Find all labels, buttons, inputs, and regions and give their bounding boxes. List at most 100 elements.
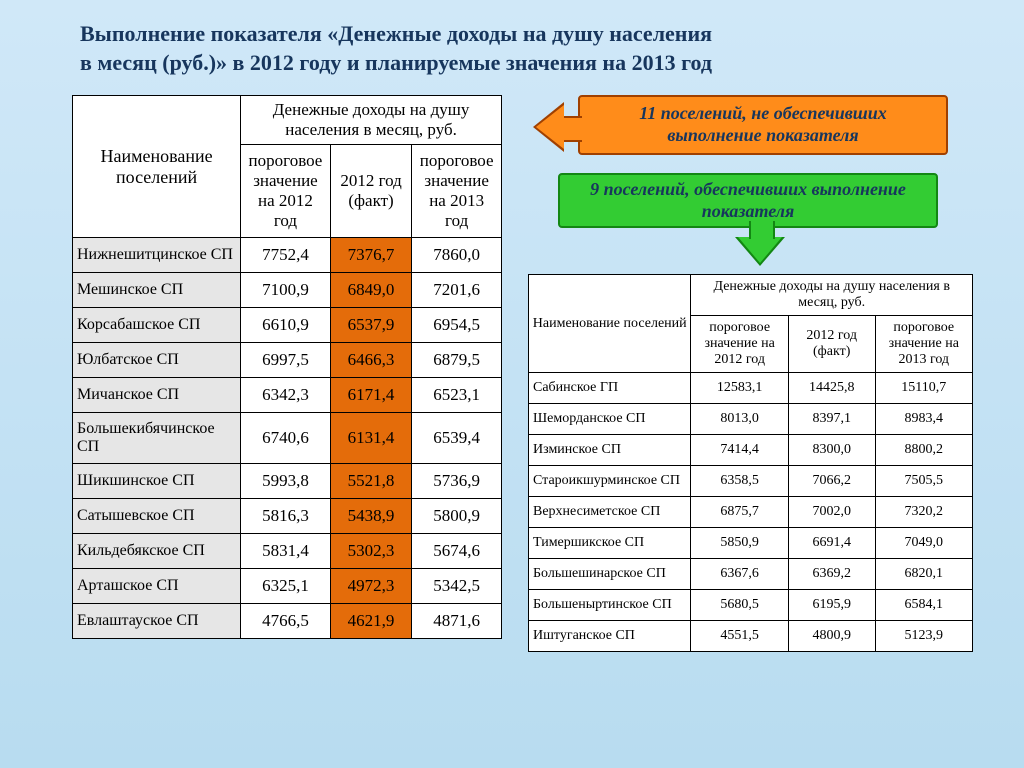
cell-threshold-2013: 7505,5 (875, 466, 972, 497)
cell-fact-2012: 7066,2 (788, 466, 875, 497)
cell-name: Староикшурминское СП (529, 466, 691, 497)
cell-threshold-2012: 7414,4 (691, 435, 788, 466)
col-group: Денежные доходы на душу населения в меся… (241, 96, 502, 145)
cell-name: Кильдебякское СП (73, 534, 241, 569)
table-row: Шикшинское СП5993,85521,85736,9 (73, 464, 502, 499)
arrow-down-icon (738, 237, 782, 263)
cell-fact-2012: 6537,9 (330, 308, 412, 343)
cell-name: Сабинское ГП (529, 373, 691, 404)
cell-threshold-2012: 6367,6 (691, 559, 788, 590)
table-row: Шеморданское СП8013,08397,18983,4 (529, 404, 973, 435)
col-threshold-2012: пороговое значение на 2012 год (691, 316, 788, 373)
cell-threshold-2012: 6997,5 (241, 343, 331, 378)
arrow-left-icon (536, 105, 564, 149)
table-underperforming: Наименование поселений Денежные доходы н… (72, 95, 502, 639)
cell-threshold-2012: 5816,3 (241, 499, 331, 534)
cell-name: Юлбатское СП (73, 343, 241, 378)
cell-fact-2012: 6195,9 (788, 590, 875, 621)
cell-fact-2012: 6131,4 (330, 413, 412, 464)
cell-threshold-2012: 6358,5 (691, 466, 788, 497)
table-performing: Наименование поселений Денежные доходы н… (528, 274, 973, 652)
cell-threshold-2012: 6610,9 (241, 308, 331, 343)
cell-fact-2012: 5438,9 (330, 499, 412, 534)
cell-threshold-2012: 5831,4 (241, 534, 331, 569)
cell-name: Большешинарское СП (529, 559, 691, 590)
cell-name: Корсабашское СП (73, 308, 241, 343)
cell-fact-2012: 8300,0 (788, 435, 875, 466)
cell-name: Мичанское СП (73, 378, 241, 413)
cell-threshold-2012: 4551,5 (691, 621, 788, 652)
table-row: Староикшурминское СП6358,57066,27505,5 (529, 466, 973, 497)
cell-fact-2012: 6466,3 (330, 343, 412, 378)
title-line-2: в месяц (руб.)» в 2012 году и планируемы… (80, 50, 712, 75)
col-fact-2012: 2012 год (факт) (788, 316, 875, 373)
cell-name: Иштуганское СП (529, 621, 691, 652)
cell-fact-2012: 8397,1 (788, 404, 875, 435)
cell-threshold-2013: 5736,9 (412, 464, 502, 499)
cell-fact-2012: 5302,3 (330, 534, 412, 569)
cell-threshold-2012: 7100,9 (241, 273, 331, 308)
table-row: Тимершикское СП5850,96691,47049,0 (529, 528, 973, 559)
cell-threshold-2013: 6879,5 (412, 343, 502, 378)
table-row: Юлбатское СП6997,56466,36879,5 (73, 343, 502, 378)
cell-threshold-2012: 6342,3 (241, 378, 331, 413)
cell-name: Изминское СП (529, 435, 691, 466)
col-fact-2012: 2012 год (факт) (330, 145, 412, 238)
cell-name: Евлаштауское СП (73, 604, 241, 639)
table-row: Иштуганское СП4551,54800,95123,9 (529, 621, 973, 652)
cell-name: Большекибячинское СП (73, 413, 241, 464)
cell-threshold-2013: 7860,0 (412, 238, 502, 273)
cell-name: Верхнесиметское СП (529, 497, 691, 528)
table-row: Корсабашское СП6610,96537,96954,5 (73, 308, 502, 343)
cell-threshold-2013: 5674,6 (412, 534, 502, 569)
table-row: Сабинское ГП12583,114425,815110,7 (529, 373, 973, 404)
callout-orange: 11 поселений, не обеспечивших выполнение… (578, 95, 948, 155)
cell-fact-2012: 7002,0 (788, 497, 875, 528)
cell-fact-2012: 6369,2 (788, 559, 875, 590)
col-threshold-2013: пороговое значение на 2013 год (875, 316, 972, 373)
cell-name: Шикшинское СП (73, 464, 241, 499)
cell-threshold-2013: 7201,6 (412, 273, 502, 308)
table-row: Арташское СП6325,14972,35342,5 (73, 569, 502, 604)
table-row: Большеныртинское СП5680,56195,96584,1 (529, 590, 973, 621)
cell-fact-2012: 6691,4 (788, 528, 875, 559)
cell-name: Арташское СП (73, 569, 241, 604)
cell-name: Мешинское СП (73, 273, 241, 308)
cell-fact-2012: 6171,4 (330, 378, 412, 413)
right-panel: 11 поселений, не обеспечивших выполнение… (528, 95, 973, 652)
col-threshold-2012: пороговое значение на 2012 год (241, 145, 331, 238)
cell-threshold-2012: 7752,4 (241, 238, 331, 273)
cell-threshold-2013: 7320,2 (875, 497, 972, 528)
col-name: Наименование поселений (73, 96, 241, 238)
table-row: Евлаштауское СП4766,54621,94871,6 (73, 604, 502, 639)
cell-threshold-2013: 5123,9 (875, 621, 972, 652)
col-threshold-2013: пороговое значение на 2013 год (412, 145, 502, 238)
cell-threshold-2012: 6325,1 (241, 569, 331, 604)
cell-threshold-2013: 5342,5 (412, 569, 502, 604)
cell-threshold-2012: 4766,5 (241, 604, 331, 639)
table-row: Изминское СП7414,48300,08800,2 (529, 435, 973, 466)
cell-threshold-2013: 7049,0 (875, 528, 972, 559)
cell-threshold-2012: 8013,0 (691, 404, 788, 435)
cell-name: Нижнешитцинское СП (73, 238, 241, 273)
cell-fact-2012: 14425,8 (788, 373, 875, 404)
cell-threshold-2012: 5850,9 (691, 528, 788, 559)
cell-threshold-2013: 6523,1 (412, 378, 502, 413)
cell-threshold-2013: 6584,1 (875, 590, 972, 621)
cell-name: Тимершикское СП (529, 528, 691, 559)
title-line-1: Выполнение показателя «Денежные доходы н… (80, 21, 712, 46)
callout-green: 9 поселений, обеспечивших выполнение пок… (558, 173, 938, 228)
col-name: Наименование поселений (529, 275, 691, 373)
cell-fact-2012: 5521,8 (330, 464, 412, 499)
page-title: Выполнение показателя «Денежные доходы н… (0, 0, 1024, 77)
table-row: Большекибячинское СП6740,66131,46539,4 (73, 413, 502, 464)
cell-fact-2012: 4800,9 (788, 621, 875, 652)
cell-threshold-2012: 5993,8 (241, 464, 331, 499)
cell-fact-2012: 7376,7 (330, 238, 412, 273)
table-row: Верхнесиметское СП6875,77002,07320,2 (529, 497, 973, 528)
table-row: Сатышевское СП5816,35438,95800,9 (73, 499, 502, 534)
cell-fact-2012: 6849,0 (330, 273, 412, 308)
cell-fact-2012: 4972,3 (330, 569, 412, 604)
cell-threshold-2012: 12583,1 (691, 373, 788, 404)
cell-name: Сатышевское СП (73, 499, 241, 534)
